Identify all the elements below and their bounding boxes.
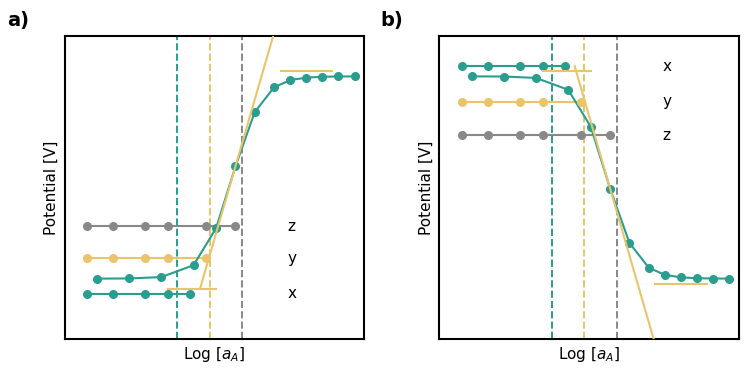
Text: z: z: [662, 128, 670, 142]
Text: y: y: [662, 94, 671, 109]
Text: x: x: [287, 286, 296, 302]
Text: y: y: [287, 251, 296, 266]
Text: z: z: [287, 219, 296, 234]
Y-axis label: Potential [V]: Potential [V]: [44, 140, 59, 235]
Text: b): b): [381, 11, 404, 30]
X-axis label: Log [$a_A$]: Log [$a_A$]: [184, 345, 245, 364]
Text: x: x: [662, 59, 671, 74]
Y-axis label: Potential [V]: Potential [V]: [419, 140, 434, 235]
Text: a): a): [7, 11, 29, 30]
X-axis label: Log [$a_A$]: Log [$a_A$]: [558, 345, 620, 364]
